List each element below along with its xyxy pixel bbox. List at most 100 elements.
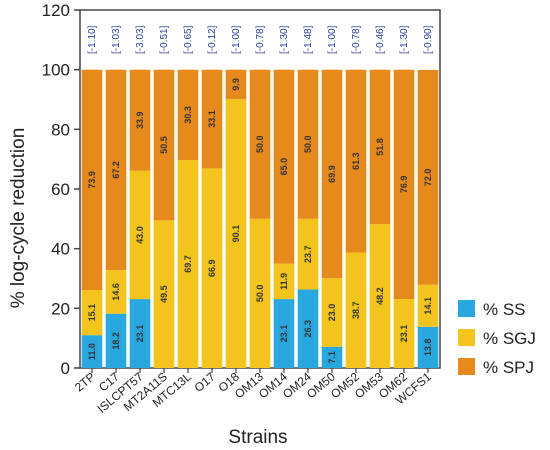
bar-segment (417, 69, 439, 285)
bar-segment (105, 69, 127, 271)
top-label: [-1.03] (111, 25, 122, 54)
bar-segment (345, 252, 367, 368)
data-label: 14.1 (423, 297, 433, 315)
data-label: 13.8 (423, 339, 433, 357)
top-label: [-0.65] (183, 25, 194, 54)
bar-segment (321, 346, 343, 368)
bar-segment (225, 99, 247, 369)
data-label: 50.0 (255, 135, 265, 153)
top-label: [-1.10] (87, 25, 98, 54)
x-axis-title: Strains (228, 427, 287, 448)
bar-segment (177, 69, 199, 161)
bar-segment (129, 299, 151, 368)
data-label: 43.0 (135, 226, 145, 244)
y-axis-title: % log-cycle reduction (8, 128, 29, 309)
top-label: [-3.03] (135, 25, 146, 54)
bar-segment (201, 69, 223, 169)
bar-segment (369, 69, 391, 225)
bar-segment (201, 168, 223, 368)
bar-segment (81, 69, 103, 291)
bar-segment (417, 284, 439, 327)
data-label: 76.9 (399, 176, 409, 194)
y-tick-label: 100 (42, 61, 70, 80)
bar-segment (81, 335, 103, 368)
data-label: 50.0 (303, 135, 313, 153)
data-label: 23.1 (399, 325, 409, 343)
data-label: 38.7 (351, 302, 361, 320)
data-label: 50.5 (159, 136, 169, 154)
data-labels: 11.0 15.1 73.9 18.2 14.6 67.2 23.1 43.0 33.9 49.5… (87, 78, 433, 363)
y-tick-label: 40 (51, 240, 70, 259)
bar-segment (273, 263, 295, 300)
top-label: [-0.46] (375, 25, 386, 54)
bar-segment (417, 326, 439, 368)
top-label: [-1.30] (399, 25, 410, 54)
data-label: 23.7 (303, 245, 313, 263)
bar-segment (153, 220, 175, 368)
x-tick-label: O17 (192, 369, 219, 395)
bar-segment (249, 69, 271, 219)
bar-segment (105, 313, 127, 368)
y-tick-label: 80 (51, 120, 70, 139)
bar-segment (177, 160, 199, 368)
data-label: 67.2 (111, 161, 121, 179)
bar-segment (393, 69, 415, 300)
top-label: [-1.00] (231, 25, 242, 54)
data-label: 69.9 (327, 165, 337, 183)
top-label: [-1.48] (303, 25, 314, 54)
data-label: 18.2 (111, 332, 121, 350)
bar-segment (369, 224, 391, 368)
bars (81, 69, 439, 369)
bar-segment (225, 69, 247, 100)
top-label: [-0.12] (207, 25, 218, 54)
data-label: 30.3 (183, 106, 193, 124)
data-label: 65.0 (279, 158, 289, 176)
bar-segment (129, 170, 151, 300)
top-label: [-1.00] (327, 25, 338, 54)
data-label: 14.6 (111, 283, 121, 301)
data-label: 7.1 (327, 351, 337, 364)
bar-segment (249, 218, 271, 368)
data-label: 72.0 (423, 169, 433, 187)
bar-segment (345, 69, 367, 253)
legend-swatch (458, 300, 475, 317)
top-label: [-1.30] (279, 25, 290, 54)
data-label: 66.9 (207, 259, 217, 277)
top-label: [-0.78] (255, 25, 266, 54)
data-label: 69.7 (183, 255, 193, 273)
y-tick-label: 120 (42, 1, 70, 20)
data-label: 26.3 (303, 320, 313, 338)
data-label: 23.0 (327, 304, 337, 322)
top-label: [-0.78] (351, 25, 362, 54)
data-label: 73.9 (87, 171, 97, 189)
data-label: 90.1 (231, 225, 241, 243)
legend-label: % SPJ (483, 358, 534, 377)
top-label: [-0.90] (423, 25, 434, 54)
legend: % SS % SGJ % SPJ (458, 300, 536, 377)
data-label: 9.9 (231, 78, 241, 91)
data-label: 49.5 (159, 285, 169, 303)
top-labels: [-1.10] [-1.03] [-3.03] [-0.51] [-0.65] [-0.1… (87, 25, 434, 54)
bar-segment (297, 289, 319, 368)
legend-swatch (458, 329, 475, 346)
bar-segment (321, 278, 343, 347)
data-label: 33.9 (135, 111, 145, 129)
bar-segment (297, 69, 319, 219)
data-label: 50.0 (255, 285, 265, 303)
y-tick-label: 0 (61, 359, 70, 378)
data-label: 23.1 (135, 325, 145, 343)
legend-label: % SS (483, 300, 526, 319)
legend-swatch (458, 358, 475, 375)
top-label: [-0.51] (159, 25, 170, 54)
data-label: 11.0 (87, 343, 97, 360)
bar-segment (393, 299, 415, 368)
bar-segment (105, 270, 127, 314)
y-tick-label: 60 (51, 180, 70, 199)
bar-segment (273, 69, 295, 264)
data-label: 33.1 (207, 110, 217, 128)
data-label: 15.1 (87, 304, 97, 322)
bar-segment (273, 299, 295, 368)
bar-segment (129, 69, 151, 171)
data-label: 51.8 (375, 138, 385, 156)
legend-label: % SGJ (483, 329, 536, 348)
